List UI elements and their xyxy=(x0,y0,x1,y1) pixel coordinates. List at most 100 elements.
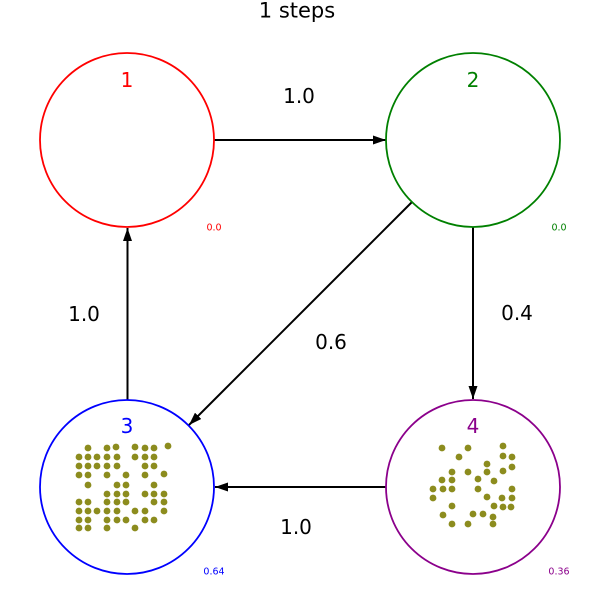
particle-dot xyxy=(75,498,83,506)
particle-dot xyxy=(469,510,477,518)
particle-dot xyxy=(160,490,168,498)
particle-dot xyxy=(141,490,149,498)
particle-dot xyxy=(122,481,130,489)
particle-dot xyxy=(464,520,472,528)
particle-dot xyxy=(103,462,111,470)
particle-dot xyxy=(464,468,472,476)
node-4-value: 0.36 xyxy=(548,566,570,578)
edge-arrow-2-to-3 xyxy=(188,201,413,426)
particle-dot xyxy=(75,524,83,532)
node-circle-1 xyxy=(39,52,215,228)
particle-dot xyxy=(122,490,130,498)
node-2-value: 0.0 xyxy=(551,222,567,234)
particle-dot xyxy=(464,444,472,452)
particle-dot xyxy=(84,498,92,506)
particle-dot xyxy=(131,507,139,515)
particle-dot xyxy=(113,498,121,506)
particle-dot xyxy=(507,503,515,511)
particles-node-4 xyxy=(429,442,516,528)
particle-dot xyxy=(75,507,83,515)
particle-dot xyxy=(113,462,121,470)
particle-dot xyxy=(141,444,149,452)
particle-dot xyxy=(448,502,456,510)
particles-node-3 xyxy=(75,442,172,532)
particle-dot xyxy=(499,503,507,511)
node-3-label: 3 xyxy=(120,414,134,438)
edges-layer xyxy=(123,135,478,492)
particle-dot xyxy=(75,516,83,524)
particle-dot xyxy=(150,490,158,498)
particle-dot xyxy=(103,498,111,506)
particle-dot xyxy=(84,462,92,470)
particle-dot xyxy=(84,471,92,479)
particle-dot xyxy=(508,463,516,471)
particle-dot xyxy=(160,507,168,515)
particle-dot xyxy=(113,507,121,515)
particle-dot xyxy=(448,485,456,493)
particle-dot xyxy=(84,481,92,489)
particle-dot xyxy=(508,485,516,493)
node-1-label: 1 xyxy=(120,68,134,92)
particle-dot xyxy=(150,462,158,470)
particle-dot xyxy=(489,513,497,521)
particle-dot xyxy=(103,444,111,452)
particle-dot xyxy=(103,490,111,498)
particle-dot xyxy=(164,442,172,450)
particle-dot xyxy=(448,476,456,484)
particle-dot xyxy=(113,453,121,461)
particle-dot xyxy=(113,490,121,498)
particle-dot xyxy=(490,502,498,510)
node-2-label: 2 xyxy=(466,68,480,92)
node-circle-2 xyxy=(385,52,561,228)
particle-dot xyxy=(429,494,437,502)
particle-dot xyxy=(150,516,158,524)
particle-dot xyxy=(103,507,111,515)
particle-dot xyxy=(122,516,130,524)
edge-1-2-label: 1.0 xyxy=(283,84,315,108)
edge-4-3-label: 1.0 xyxy=(280,515,312,539)
particle-dot xyxy=(160,498,168,506)
particle-dot xyxy=(508,453,516,461)
particle-dot xyxy=(84,444,92,452)
particle-dot xyxy=(160,470,168,478)
particle-dot xyxy=(490,477,498,485)
particle-dot xyxy=(75,453,83,461)
particle-dot xyxy=(474,475,482,483)
particle-dot xyxy=(103,524,111,532)
particle-dot xyxy=(122,471,130,479)
particle-dot xyxy=(498,494,506,502)
particle-dot xyxy=(438,444,446,452)
particle-dot xyxy=(141,516,149,524)
particle-dot xyxy=(150,453,158,461)
nodes-layer xyxy=(39,52,561,575)
particle-dot xyxy=(483,460,491,468)
particle-dot xyxy=(93,462,101,470)
node-4-label: 4 xyxy=(466,414,480,438)
particle-dot xyxy=(84,524,92,532)
particle-dot xyxy=(75,462,83,470)
particle-dot xyxy=(113,481,121,489)
particle-dot xyxy=(93,507,101,515)
particle-dot xyxy=(483,493,491,501)
particle-dot xyxy=(84,516,92,524)
edge-2-3-label: 0.6 xyxy=(315,330,347,354)
particle-dot xyxy=(150,498,158,506)
particle-dot xyxy=(93,453,101,461)
particle-dot xyxy=(122,498,130,506)
particle-dot xyxy=(499,452,507,460)
edge-2-4-label: 0.4 xyxy=(501,301,533,325)
particle-dot xyxy=(103,453,111,461)
particle-dot xyxy=(455,453,463,461)
figure-title: 1 steps xyxy=(258,0,336,23)
particle-dot xyxy=(131,443,139,451)
particle-dot xyxy=(103,471,111,479)
particle-dot xyxy=(499,467,507,475)
node-circle-4 xyxy=(385,399,561,575)
particle-dot xyxy=(141,462,149,470)
particle-dot xyxy=(448,520,456,528)
particle-dot xyxy=(113,516,121,524)
node-1-value: 0.0 xyxy=(206,222,222,234)
particle-dot xyxy=(103,516,111,524)
